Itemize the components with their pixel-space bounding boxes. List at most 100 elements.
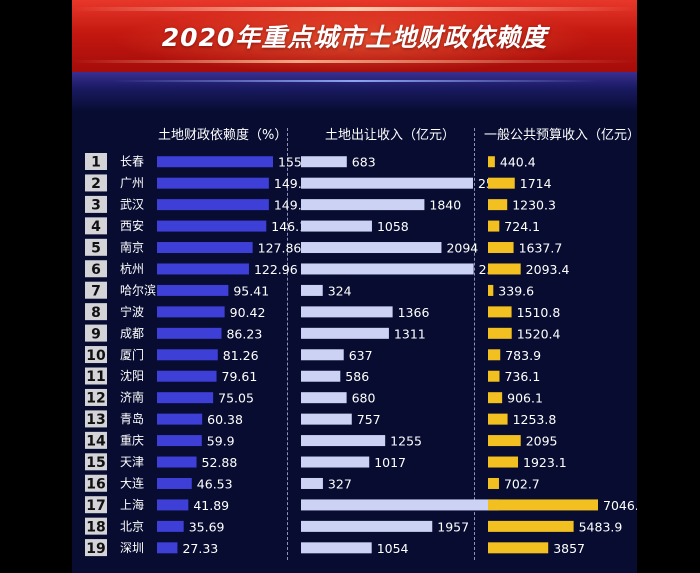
- rank-number: 10: [86, 348, 106, 364]
- rank-badge: [85, 431, 107, 449]
- data-label-dependency: 81.26: [223, 348, 259, 363]
- data-label-public-budget: 906.1: [507, 391, 543, 406]
- rank-number: 17: [86, 498, 105, 514]
- data-label-land-revenue: 1311: [394, 326, 426, 341]
- rank-number: 15: [86, 455, 105, 471]
- rank-number: 3: [91, 198, 101, 214]
- chart-panel: 2020年重点城市土地财政依赖度 土地财政依赖度（%） 土地出让收入（亿元） 一…: [72, 0, 637, 573]
- rank-number: 4: [91, 219, 101, 235]
- bar-dependency: [157, 306, 225, 318]
- rank-badge: [85, 453, 107, 471]
- rank-number: 6: [91, 262, 101, 278]
- city-label: 重庆: [120, 434, 144, 448]
- data-label-public-budget: 724.1: [504, 219, 540, 234]
- rank-badge: [85, 153, 107, 170]
- data-label-dependency: 86.23: [226, 326, 262, 341]
- rank-number: 12: [86, 391, 105, 407]
- bar-dependency: [157, 177, 269, 189]
- bar-public-budget: [488, 156, 495, 168]
- data-label-public-budget: 1637.7: [519, 241, 563, 256]
- rank-number: 2: [91, 176, 101, 192]
- bar-dependency: [157, 199, 269, 211]
- city-label: 哈尔滨: [120, 282, 156, 297]
- data-label-public-budget: 1230.3: [512, 198, 556, 213]
- bar-land-revenue: [301, 499, 499, 511]
- rank-badge: [85, 474, 107, 492]
- data-label-dependency: 122.96: [254, 262, 298, 277]
- column-divider: [474, 128, 475, 560]
- city-label: 广州: [120, 176, 144, 190]
- bar-dependency: [157, 435, 202, 447]
- data-label-public-budget: 702.7: [504, 476, 540, 491]
- bar-dependency: [157, 499, 189, 511]
- rank-number: 1: [91, 155, 101, 171]
- bar-public-budget: [488, 477, 499, 489]
- rank-number: 9: [91, 326, 101, 342]
- bar-public-budget: [488, 456, 519, 468]
- bar-land-revenue: [301, 199, 425, 211]
- bar-land-revenue: [301, 327, 389, 339]
- city-label: 宁波: [120, 304, 144, 319]
- bar-land-revenue: [301, 306, 393, 318]
- column-divider: [287, 128, 288, 560]
- data-label-public-budget: 736.1: [504, 369, 540, 384]
- rank-number: 19: [86, 541, 105, 557]
- rank-badge: [85, 410, 107, 428]
- data-label-dependency: 35.69: [189, 519, 225, 534]
- city-label: 沈阳: [120, 368, 144, 383]
- bar-land-revenue: [301, 220, 372, 232]
- data-label-land-revenue: 1017: [374, 455, 406, 470]
- bar-dependency: [157, 413, 203, 425]
- data-label-land-revenue: 1058: [377, 219, 409, 234]
- data-label-dependency: 75.05: [218, 391, 254, 406]
- city-label: 厦门: [120, 347, 144, 362]
- chart-title: 2020年重点城市土地财政依赖度: [161, 23, 548, 52]
- data-label-public-budget: 3857: [553, 541, 585, 556]
- bar-land-revenue: [301, 520, 433, 532]
- data-label-land-revenue: 1366: [398, 305, 430, 320]
- column-header-public-budget: 一般公共预算收入（亿元）: [484, 128, 637, 143]
- city-label: 西安: [120, 218, 144, 233]
- rank-badge: [85, 539, 107, 557]
- bar-land-revenue: [301, 177, 473, 189]
- bar-dependency: [157, 477, 192, 489]
- rank-badge: [85, 388, 107, 406]
- column-header-land-revenue: 土地出让收入（亿元）: [325, 128, 456, 143]
- bar-dependency: [157, 456, 197, 468]
- header-glow: [72, 72, 637, 112]
- rank-badge: [85, 303, 107, 321]
- banner-light-streak: [72, 60, 637, 63]
- data-label-public-budget: 1253.8: [513, 412, 557, 427]
- rank-number: 14: [86, 434, 106, 450]
- data-label-land-revenue: 1054: [377, 541, 409, 556]
- city-label: 天津: [120, 455, 144, 469]
- data-label-public-budget: 5483.9: [579, 519, 623, 534]
- bar-public-budget: [488, 199, 508, 211]
- data-label-dependency: 27.33: [182, 541, 218, 556]
- data-label-dependency: 59.9: [207, 434, 235, 449]
- data-label-land-revenue: 683: [352, 155, 376, 170]
- data-label-dependency: 90.42: [230, 305, 266, 320]
- bar-public-budget: [488, 327, 512, 339]
- bar-dependency: [157, 327, 222, 339]
- rank-badge: [85, 238, 107, 256]
- bar-dependency: [157, 284, 229, 296]
- city-label: 南京: [120, 240, 144, 255]
- rank-badge: [85, 367, 107, 385]
- bar-land-revenue: [301, 413, 352, 425]
- rank-number: 18: [86, 519, 105, 535]
- bar-dependency: [157, 242, 253, 254]
- bar-land-revenue: [301, 349, 344, 361]
- data-label-public-budget: 1510.8: [517, 305, 561, 320]
- bar-land-revenue: [301, 284, 323, 296]
- data-label-land-revenue: 327: [328, 476, 352, 491]
- data-label-public-budget: 440.4: [500, 155, 536, 170]
- bar-public-budget: [488, 413, 508, 425]
- data-label-public-budget: 783.9: [505, 348, 541, 363]
- city-label: 济南: [120, 390, 144, 405]
- bar-dependency: [157, 156, 273, 168]
- data-label-land-revenue: 324: [328, 283, 352, 298]
- bar-public-budget: [488, 284, 494, 296]
- data-label-public-budget: 2093.4: [526, 262, 570, 277]
- data-label-land-revenue: 757: [357, 412, 381, 427]
